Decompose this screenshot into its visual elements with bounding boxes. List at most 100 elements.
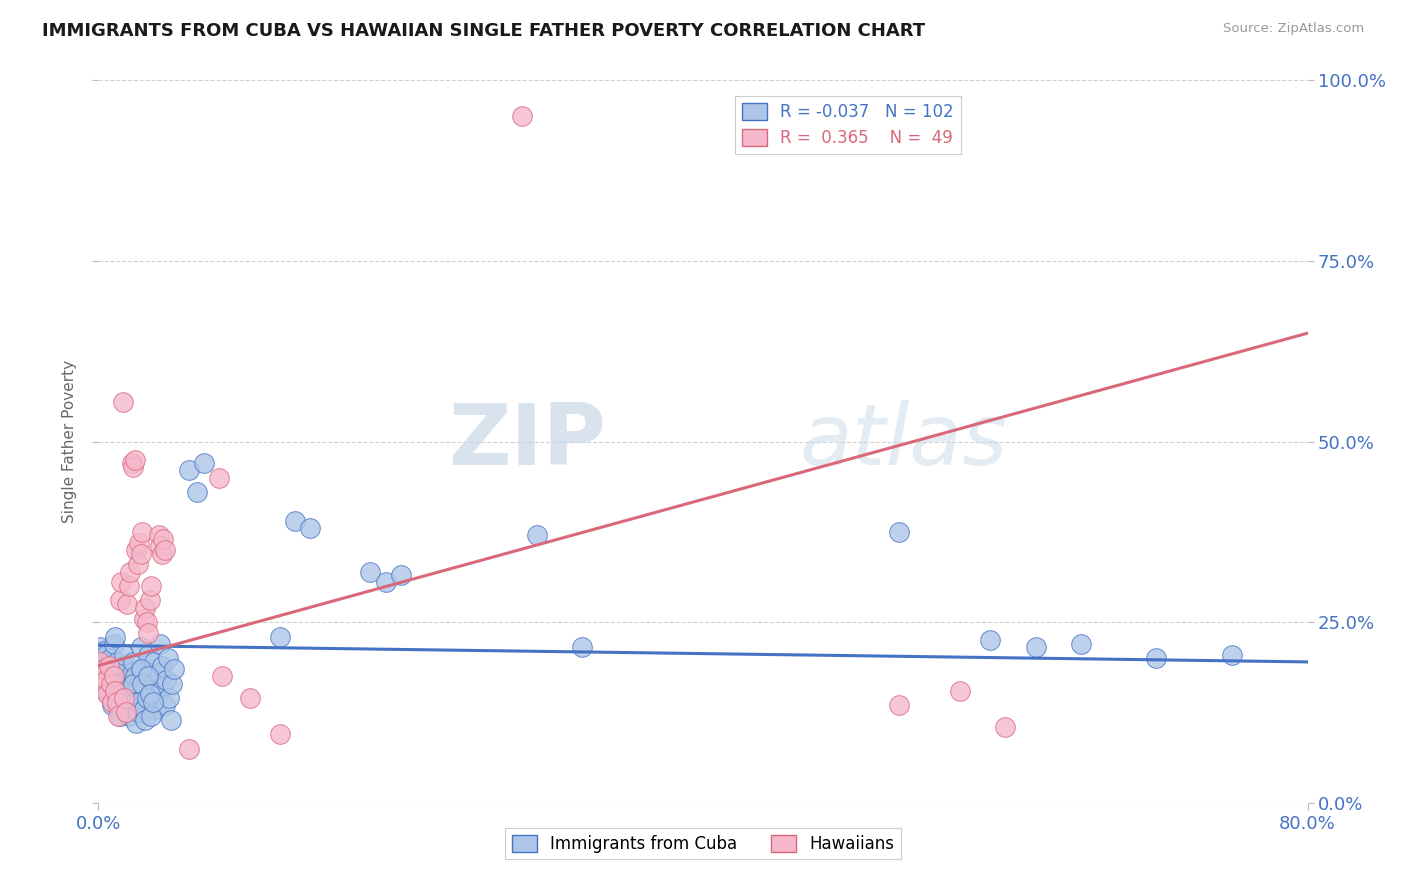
Point	[111, 698, 134, 713]
Point	[284, 514, 307, 528]
Point	[103, 676, 125, 690]
Point	[124, 452, 146, 467]
Point	[135, 673, 157, 687]
Point	[107, 662, 129, 676]
Point	[135, 615, 157, 630]
Point	[1220, 648, 1243, 662]
Point	[1144, 651, 1167, 665]
Point	[120, 565, 142, 579]
Point	[142, 676, 165, 690]
Point	[179, 741, 201, 756]
Point	[103, 669, 125, 683]
Point	[101, 669, 124, 683]
Point	[111, 658, 134, 673]
Point	[136, 669, 159, 683]
Point	[141, 579, 163, 593]
Point	[112, 691, 135, 706]
Point	[96, 658, 118, 673]
Point	[94, 673, 117, 687]
Point	[153, 542, 176, 557]
Point	[150, 658, 173, 673]
Point	[526, 528, 548, 542]
Point	[121, 456, 143, 470]
Point	[98, 658, 121, 673]
Point	[104, 683, 127, 698]
Point	[127, 687, 149, 701]
Point	[131, 676, 153, 690]
Point	[91, 669, 114, 683]
Point	[121, 687, 143, 701]
Point	[211, 669, 233, 683]
Point	[118, 579, 141, 593]
Point	[186, 485, 208, 500]
Point	[89, 640, 111, 655]
Point	[143, 655, 166, 669]
Point	[96, 687, 118, 701]
Point	[163, 662, 186, 676]
Point	[100, 651, 122, 665]
Legend: Immigrants from Cuba, Hawaiians: Immigrants from Cuba, Hawaiians	[505, 828, 901, 860]
Point	[127, 706, 149, 720]
Point	[104, 683, 127, 698]
Point	[129, 547, 152, 561]
Point	[114, 683, 136, 698]
Point	[193, 456, 215, 470]
Point	[148, 665, 170, 680]
Point	[104, 630, 127, 644]
Point	[152, 532, 174, 546]
Point	[93, 644, 115, 658]
Point	[1024, 640, 1046, 655]
Point	[122, 655, 145, 669]
Point	[127, 558, 149, 572]
Point	[149, 539, 172, 553]
Point	[148, 528, 170, 542]
Point	[159, 691, 181, 706]
Point	[128, 676, 150, 690]
Point	[120, 680, 142, 694]
Point	[121, 665, 143, 680]
Point	[98, 680, 121, 694]
Point	[112, 683, 135, 698]
Point	[135, 691, 157, 706]
Point	[103, 637, 125, 651]
Point	[114, 706, 136, 720]
Point	[571, 640, 593, 655]
Point	[124, 669, 146, 683]
Point	[129, 662, 152, 676]
Point	[155, 673, 177, 687]
Point	[149, 637, 172, 651]
Point	[949, 683, 972, 698]
Point	[101, 698, 124, 713]
Point	[141, 709, 163, 723]
Point	[91, 655, 114, 669]
Point	[100, 691, 122, 706]
Point	[889, 524, 911, 539]
Point	[122, 459, 145, 474]
Point	[122, 676, 145, 690]
Point	[110, 691, 132, 706]
Point	[160, 713, 183, 727]
Point	[114, 706, 136, 720]
Point	[360, 565, 382, 579]
Point	[153, 698, 176, 713]
Point	[134, 695, 156, 709]
Point	[208, 470, 231, 484]
Point	[510, 110, 533, 124]
Point	[132, 611, 155, 625]
Point	[90, 669, 112, 683]
Point	[91, 680, 114, 694]
Point	[112, 648, 135, 662]
Point	[139, 687, 162, 701]
Point	[269, 727, 291, 741]
Point	[107, 709, 129, 723]
Point	[94, 683, 117, 698]
Point	[150, 547, 173, 561]
Point	[96, 673, 118, 687]
Point	[134, 600, 156, 615]
Text: ZIP: ZIP	[449, 400, 606, 483]
Point	[139, 665, 162, 680]
Point	[1070, 637, 1092, 651]
Point	[94, 648, 117, 662]
Point	[105, 655, 128, 669]
Point	[125, 716, 148, 731]
